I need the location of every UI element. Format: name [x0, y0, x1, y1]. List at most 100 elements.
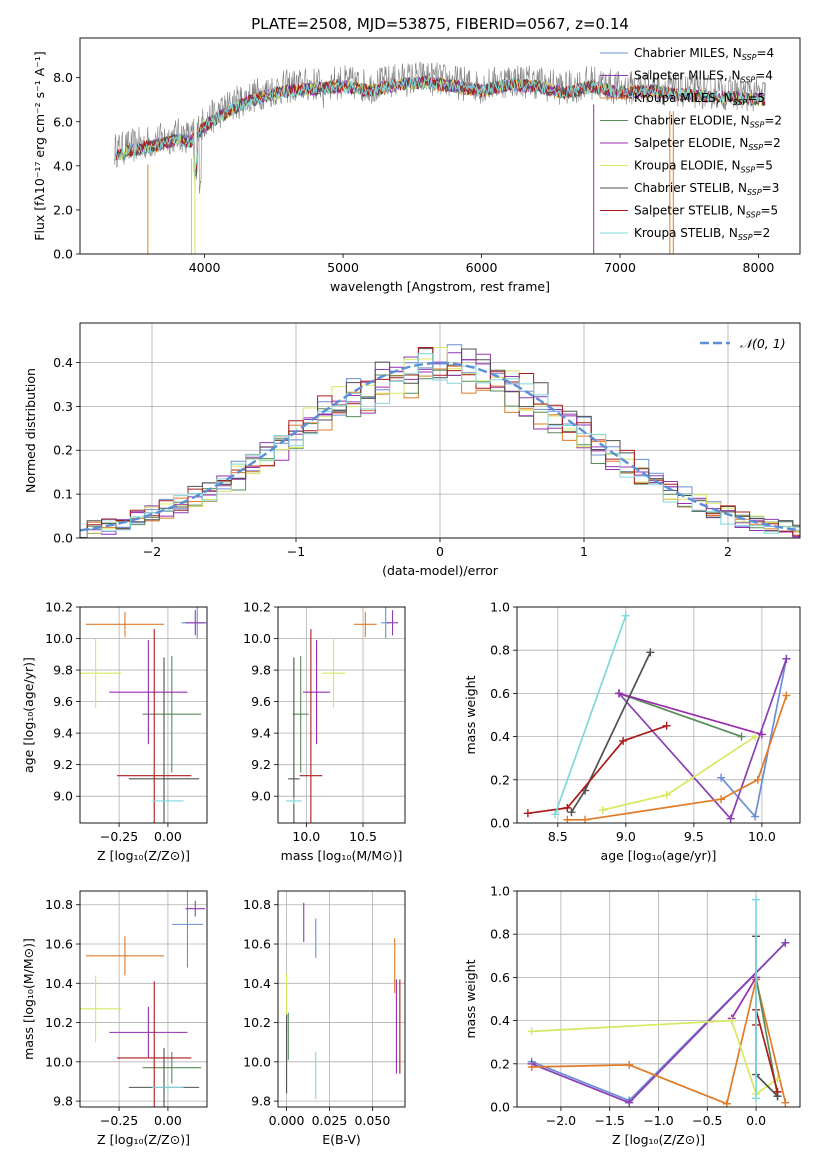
mass-weight-marker — [722, 1099, 731, 1107]
mass-weight-marker — [782, 691, 791, 700]
plot-area-mass-vs-ebv — [286, 902, 401, 1100]
y-tick-label: 10.2 — [243, 1015, 271, 1030]
y-tick-label: 4.0 — [53, 158, 73, 173]
mass-weight-marker — [581, 815, 590, 823]
y-tick-label: 10.6 — [243, 937, 271, 952]
axes-frame — [79, 606, 208, 824]
mass-weight-marker — [781, 938, 790, 947]
x-axis-label: E(B-V) — [322, 1132, 361, 1147]
x-tick-label: 6000 — [466, 260, 498, 275]
panel-mass-vs-Z: −0.25 0.00 9.8 10.0 10.2 10.4 10.6 10.8 Z [log₁₀… — [21, 890, 208, 1147]
x-tick-label: 9.0 — [616, 829, 636, 844]
panel-mass-vs-ebv: 0.000 0.025 0.050 9.8 10.0 10.2 10.4 10.6 10.8 E(… — [243, 890, 406, 1147]
x-tick-label: 10.0 — [748, 829, 776, 844]
y-tick-label: 10.8 — [243, 897, 271, 912]
axes-frame — [277, 606, 406, 824]
y-tick-label: 0.2 — [53, 443, 73, 458]
y-tick-label: 10.8 — [45, 897, 73, 912]
gaussian-curve — [80, 361, 800, 532]
y-tick-label: 0.0 — [53, 247, 73, 262]
mass-weight-marker — [751, 732, 760, 741]
y-tick-label: 9.4 — [251, 726, 271, 741]
y-tick-label: 10.0 — [45, 1054, 73, 1069]
y-tick-label: 9.8 — [251, 663, 271, 678]
plot-area-age-vs-mass — [285, 607, 399, 823]
panel-spectrum: 4000 5000 6000 7000 8000 0.0 2.0 4.0 6.0 8.0 wavel… — [32, 37, 801, 294]
y-tick-label: 10.6 — [45, 937, 73, 952]
y-tick-label: 0.6 — [490, 970, 510, 985]
y-tick-label: 8.0 — [53, 70, 73, 85]
mass-weight-marker — [751, 812, 760, 821]
y-tick-label: 9.4 — [53, 726, 73, 741]
plot-area-spectrum — [114, 61, 766, 254]
x-tick-label: 0.050 — [354, 1113, 390, 1128]
axes-frame — [79, 890, 208, 1108]
figure-title: PLATE=2508, MJD=53875, FIBERID=0567, z=0… — [251, 15, 629, 33]
y-tick-label: 10.0 — [243, 631, 271, 646]
y-tick-label: 9.6 — [251, 694, 271, 709]
y-tick-label: 10.0 — [45, 631, 73, 646]
mass-weight-marker — [646, 648, 655, 657]
axes-frame — [516, 606, 801, 824]
y-tick-label: 0.6 — [490, 686, 510, 701]
x-axis-label: Z [log₁₀(Z/Z⊙)] — [612, 1132, 705, 1147]
model-line — [119, 75, 766, 174]
x-tick-label: 0.025 — [312, 1113, 348, 1128]
y-axis-label: mass weight — [463, 675, 478, 754]
x-tick-label: 0.0 — [746, 1113, 766, 1128]
x-tick-label: 10.0 — [292, 829, 320, 844]
mass-weight-marker — [551, 810, 560, 819]
y-tick-label: 0.2 — [490, 1056, 510, 1071]
x-tick-label: −0.25 — [100, 1113, 138, 1128]
panel-mass-weight-vs-age: 8.5 9.0 9.5 10.0 0.0 0.2 0.4 0.6 0.8 1.0 age [log₁… — [463, 600, 801, 863]
mass-weight-marker — [752, 895, 761, 904]
panel-mass-weight-vs-Z: −2.0 −1.5 −1.0 −0.5 0.0 0.0 0.2 0.4 0.6 0.8 1.0 Z [… — [463, 884, 801, 1147]
mass-weight-marker — [782, 654, 791, 663]
y-tick-label: 10.2 — [243, 600, 271, 615]
legend-label: Salpeter STELIB, NSSP=5 — [634, 204, 778, 220]
x-tick-label: 9.5 — [684, 829, 704, 844]
mass-weight-marker — [662, 790, 671, 799]
mass-weight-line — [618, 692, 763, 736]
legend-label: Chabrier MILES, NSSP=4 — [634, 46, 774, 62]
x-axis-label: mass [log₁₀(M/M⊙)] — [281, 848, 403, 863]
y-axis-label: Flux [fλ10⁻¹⁷ erg cm⁻² s⁻¹ A⁻¹] — [32, 51, 47, 240]
x-tick-label: −1.5 — [595, 1113, 625, 1128]
plot-area-mass-weight-vs-age — [523, 611, 791, 823]
y-tick-label: 0.0 — [490, 1100, 510, 1115]
y-axis-label: age [log₁₀(age/yr)] — [21, 657, 36, 773]
y-tick-label: 1.0 — [490, 884, 510, 899]
legend-label: Kroupa ELODIE, NSSP=5 — [634, 159, 773, 175]
mass-weight-marker — [781, 1098, 790, 1107]
mass-weight-line — [618, 692, 742, 738]
x-tick-label: −1.0 — [643, 1113, 673, 1128]
legend-label: 𝒩(0, 1) — [740, 336, 786, 351]
y-tick-label: 9.8 — [251, 1094, 271, 1109]
mass-weight-line — [730, 976, 757, 1019]
x-axis-label: Z [log₁₀(Z/Z⊙)] — [97, 848, 190, 863]
x-tick-label: −2 — [143, 544, 161, 559]
y-tick-label: 0.0 — [490, 816, 510, 831]
y-tick-label: 0.8 — [490, 643, 510, 658]
mass-weight-marker — [621, 611, 630, 620]
plot-area-mass-vs-Z — [80, 891, 206, 1107]
plot-area-residuals — [80, 344, 800, 538]
axes-frame — [277, 890, 406, 1108]
model-line — [114, 76, 766, 173]
mass-weight-marker — [563, 803, 572, 812]
mass-weight-marker — [717, 795, 726, 804]
y-tick-label: 10.2 — [45, 1015, 73, 1030]
mass-weight-marker — [737, 732, 746, 741]
mass-weight-marker — [727, 1016, 736, 1025]
x-tick-label: 8.5 — [548, 829, 568, 844]
y-axis-label: mass weight — [463, 959, 478, 1038]
histogram-steps — [80, 353, 800, 538]
mass-weight-marker — [752, 1094, 761, 1103]
y-tick-label: 9.2 — [53, 757, 73, 772]
x-tick-label: 0.000 — [269, 1113, 305, 1128]
y-tick-label: 9.0 — [53, 789, 73, 804]
legend-label: Kroupa STELIB, NSSP=2 — [634, 226, 770, 242]
y-tick-label: 0.4 — [490, 729, 510, 744]
mass-weight-line — [554, 615, 627, 815]
